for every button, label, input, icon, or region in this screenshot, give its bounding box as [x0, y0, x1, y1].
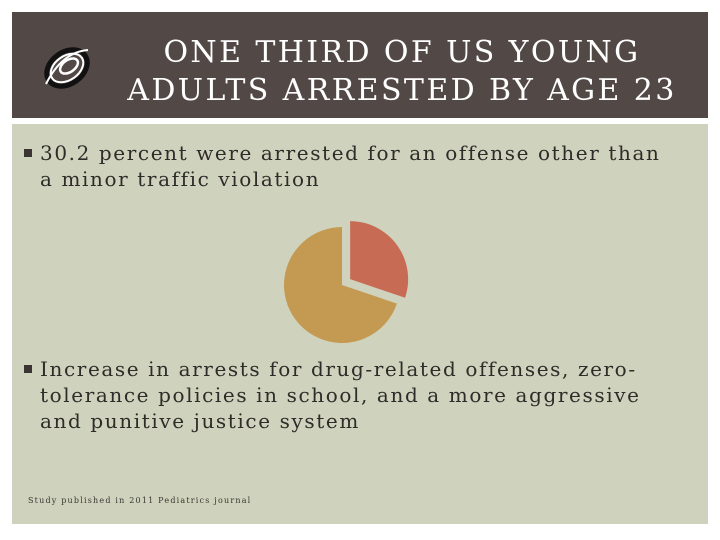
bullet-text: 30.2 percent were arrested for an offens… [40, 141, 661, 191]
source-footnote: Study published in 2011 Pediatrics journ… [28, 496, 252, 505]
swirl-logo-icon [44, 47, 90, 89]
slide-content: 30.2 percent were arrested for an offens… [12, 124, 708, 524]
slide-header: ONE THIRD OF US YOUNG ADULTS ARRESTED BY… [12, 12, 708, 118]
bullet-item: Increase in arrests for drug-related off… [24, 356, 690, 434]
bullet-text: Increase in arrests for drug-related off… [40, 357, 641, 433]
pie-chart [284, 221, 409, 343]
bullet-item: 30.2 percent were arrested for an offens… [24, 140, 680, 192]
pie-slice-arrested [350, 221, 409, 298]
pie-slice-other [284, 227, 397, 343]
slide-title: ONE THIRD OF US YOUNG ADULTS ARRESTED BY… [127, 35, 677, 108]
square-bullet-icon [24, 149, 32, 157]
square-bullet-icon [24, 365, 32, 373]
